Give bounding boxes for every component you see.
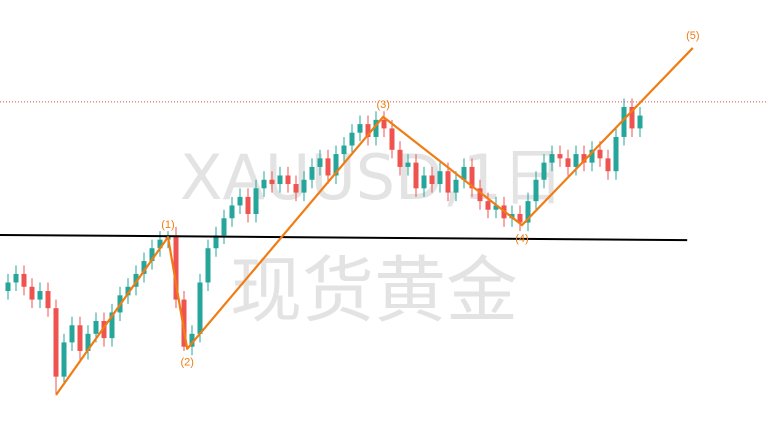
wave-label: (1) xyxy=(161,219,174,231)
wave-label: (2) xyxy=(180,357,193,369)
candle-body xyxy=(69,325,75,343)
candle-body xyxy=(109,312,115,339)
candle-body xyxy=(365,124,371,137)
candle-body xyxy=(325,158,331,176)
wave-label: (3) xyxy=(376,99,389,111)
candle-body xyxy=(405,162,411,167)
candle-body xyxy=(389,128,395,150)
candle-body xyxy=(229,205,235,219)
candle-body xyxy=(629,107,635,129)
candle-body xyxy=(477,188,483,202)
wave-line xyxy=(55,47,694,396)
candle-body xyxy=(597,149,603,159)
candle-body xyxy=(557,154,563,159)
candle-body xyxy=(101,321,107,339)
candle-body xyxy=(309,166,315,180)
candle-body xyxy=(565,158,571,167)
candle-body xyxy=(317,158,323,167)
candle-body xyxy=(93,321,99,334)
candle-body xyxy=(277,175,283,185)
candle-body xyxy=(349,132,355,146)
candle-body xyxy=(637,115,643,129)
candle-body xyxy=(341,145,347,155)
candle-body xyxy=(37,291,43,300)
candle-body xyxy=(437,171,443,185)
candle-body xyxy=(469,166,475,189)
candle-body xyxy=(533,179,539,202)
candle-body xyxy=(221,218,227,236)
wave-label: (5) xyxy=(686,30,699,42)
candle-body xyxy=(581,154,587,163)
candle-body xyxy=(549,154,555,163)
candle-body xyxy=(421,175,427,189)
candle-body xyxy=(621,107,627,137)
candle-body xyxy=(213,235,219,249)
candle-body xyxy=(237,196,243,206)
candle-body xyxy=(357,124,363,133)
candle-body xyxy=(53,308,59,377)
candle-body xyxy=(61,342,67,377)
candle-body xyxy=(5,282,11,292)
candle-body xyxy=(269,179,275,185)
candle-body xyxy=(445,171,451,193)
candle-body xyxy=(181,299,187,347)
candle-body xyxy=(453,179,459,193)
candle-body xyxy=(205,248,211,283)
candle-body xyxy=(541,162,547,180)
candle-body xyxy=(29,286,35,300)
candle-body xyxy=(485,201,491,210)
candle-body xyxy=(589,149,595,163)
candle-body xyxy=(141,261,147,274)
candle-body xyxy=(301,179,307,193)
watermark-name: 现货黄金 xyxy=(230,249,518,333)
candle-body xyxy=(245,196,251,214)
candle-body xyxy=(413,162,419,189)
candle-body xyxy=(261,179,267,189)
candle-body xyxy=(517,214,523,223)
candle-body xyxy=(149,248,155,262)
candle-body xyxy=(573,154,579,167)
candle-body xyxy=(381,119,387,129)
candle-body xyxy=(173,235,179,300)
candle-body xyxy=(77,325,83,351)
candle-body xyxy=(613,136,619,172)
candle-body xyxy=(397,149,403,167)
candle-body xyxy=(373,119,379,137)
candle-body xyxy=(461,166,467,180)
candle-body xyxy=(333,154,339,176)
candle-body xyxy=(13,273,19,283)
candle-body xyxy=(285,175,291,185)
candle-body xyxy=(525,201,531,223)
candle-body xyxy=(125,286,131,296)
candle-body xyxy=(293,184,299,193)
candle-body xyxy=(197,282,203,334)
candle-body xyxy=(253,188,259,214)
candle-body xyxy=(45,291,51,309)
candle-body xyxy=(493,205,499,210)
wave-label: (4) xyxy=(515,233,528,245)
trend-line xyxy=(0,233,688,242)
candle-body xyxy=(21,273,27,287)
watermark-symbol: XAUUSD,1日 xyxy=(180,141,564,214)
candle-body xyxy=(429,175,435,185)
candle-body xyxy=(85,333,91,351)
candle-body xyxy=(605,158,611,172)
candle-body xyxy=(157,239,163,249)
candle-body xyxy=(189,333,195,347)
